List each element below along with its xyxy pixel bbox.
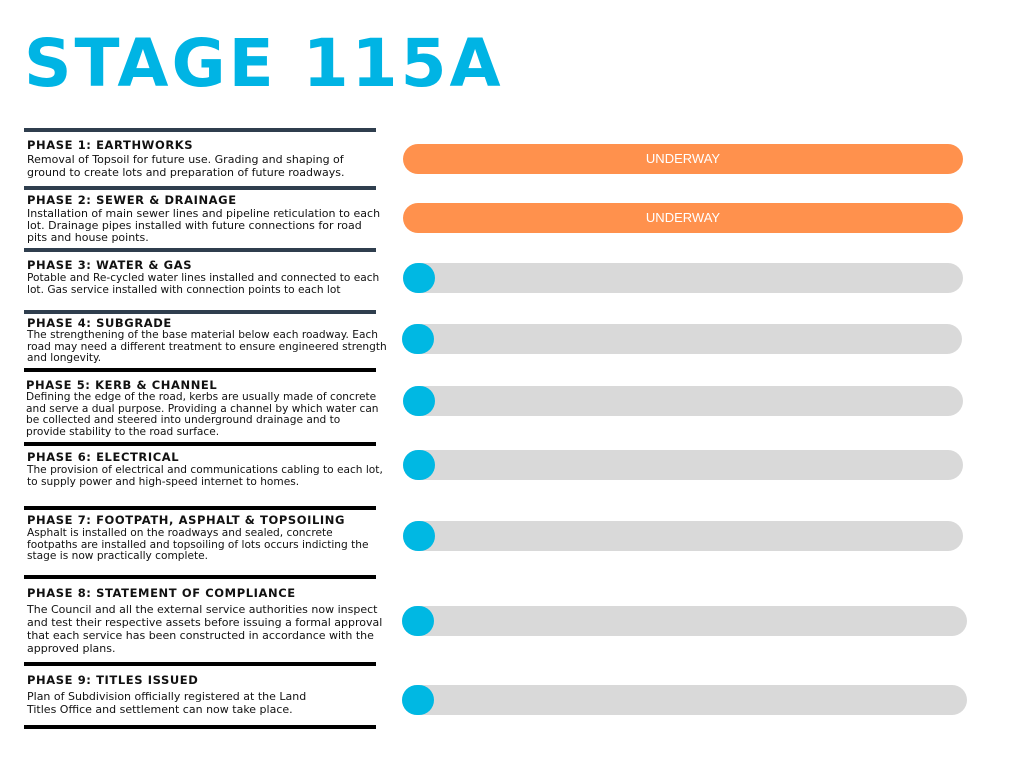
phase-heading: PHASE 6: ELECTRICAL	[27, 450, 180, 464]
phase-heading: PHASE 8: STATEMENT OF COMPLIANCE	[27, 586, 296, 600]
divider	[24, 662, 376, 666]
phase-description: The provision of electrical and communic…	[27, 464, 383, 488]
phase-description: The Council and all the external service…	[27, 603, 383, 655]
phase-8: PHASE 8: STATEMENT OF COMPLIANCE The Coun…	[27, 586, 383, 655]
phase-description: Removal of Topsoil for future use. Gradi…	[27, 153, 345, 179]
divider	[24, 310, 376, 314]
phase-1: PHASE 1: EARTHWORKS Removal of Topsoil fo…	[27, 138, 383, 179]
phase-3: PHASE 3: WATER & GAS Potable and Re-cycle…	[27, 258, 383, 296]
phase-heading: PHASE 2: SEWER & DRAINAGE	[27, 193, 237, 207]
divider	[24, 128, 376, 132]
phase-6-progress-bar	[403, 450, 963, 480]
divider	[24, 575, 376, 579]
divider	[24, 248, 376, 252]
phase-heading: PHASE 9: TITLES ISSUED	[27, 673, 199, 687]
phase-7-progress-bar	[403, 521, 963, 551]
phase-heading: PHASE 5: KERB & CHANNEL	[26, 378, 218, 392]
phase-7: PHASE 7: FOOTPATH, ASPHALT & TOPSOILING A…	[27, 513, 383, 563]
phase-5-progress-bar	[403, 386, 963, 416]
phase-9: PHASE 9: TITLES ISSUED Plan of Subdivisio…	[27, 673, 383, 716]
phase-2: PHASE 2: SEWER & DRAINAGE Installation of…	[27, 193, 383, 244]
phase-description: Plan of Subdivision officially registere…	[27, 690, 307, 716]
phase-4-progress-bar	[402, 324, 962, 354]
phase-3-progress-bar	[403, 263, 963, 293]
phase-9-progress-bar	[402, 685, 967, 715]
phase-description: Potable and Re-cycled water lines instal…	[27, 272, 380, 296]
phase-2-progress-bar: UNDERWAY	[403, 203, 963, 233]
phase-1-progress-bar: UNDERWAY	[403, 144, 963, 174]
progress-knob	[403, 521, 435, 551]
progress-knob	[402, 606, 434, 636]
phase-description: Installation of main sewer lines and pip…	[27, 207, 381, 244]
phase-5: PHASE 5: KERB & CHANNEL Defining the edge…	[26, 378, 382, 438]
divider	[24, 442, 376, 446]
phase-6: PHASE 6: ELECTRICAL The provision of elec…	[27, 450, 383, 488]
progress-knob	[403, 263, 435, 293]
progress-knob	[403, 450, 435, 480]
phase-heading: PHASE 7: FOOTPATH, ASPHALT & TOPSOILING	[27, 513, 346, 527]
phase-heading: PHASE 4: SUBGRADE	[27, 316, 172, 330]
progress-knob	[402, 685, 434, 715]
phase-heading: PHASE 1: EARTHWORKS	[27, 138, 194, 152]
phase-description: Defining the edge of the road, kerbs are…	[26, 391, 379, 438]
divider	[24, 186, 376, 190]
divider	[24, 368, 376, 372]
phase-description: Asphalt is installed on the roadways and…	[27, 527, 369, 562]
divider	[24, 725, 376, 729]
phase-8-progress-bar	[402, 606, 967, 636]
phase-4: PHASE 4: SUBGRADE The strengthening of th…	[27, 316, 387, 365]
phase-heading: PHASE 3: WATER & GAS	[27, 258, 193, 272]
progress-knob	[402, 324, 434, 354]
divider	[24, 506, 376, 510]
progress-knob	[403, 386, 435, 416]
page-title: STAGE 115A	[24, 25, 504, 102]
phase-description: The strengthening of the base material b…	[27, 329, 387, 364]
